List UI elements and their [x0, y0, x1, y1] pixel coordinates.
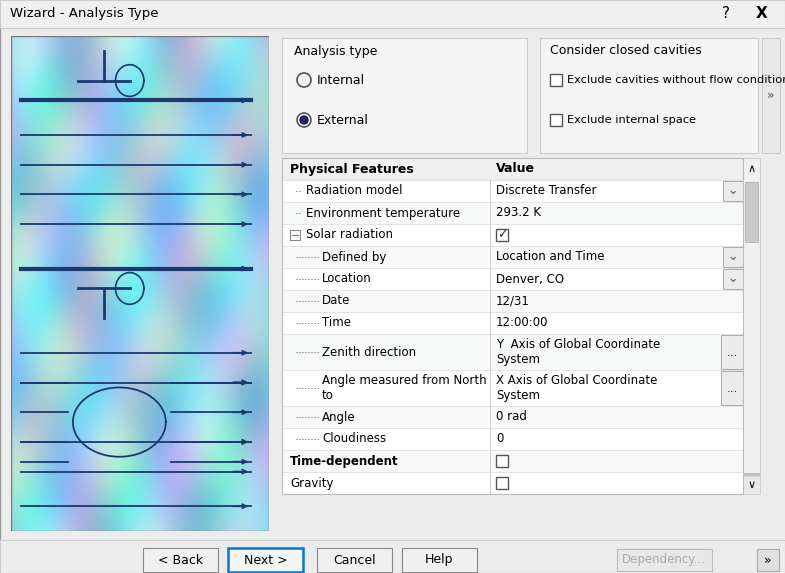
Text: ⌄: ⌄ — [728, 250, 738, 264]
Text: Physical Features: Physical Features — [290, 163, 414, 175]
Bar — [282, 158, 743, 180]
Bar — [743, 473, 760, 476]
Text: 0: 0 — [496, 433, 503, 445]
Text: System: System — [496, 390, 540, 402]
Text: Location and Time: Location and Time — [496, 250, 604, 264]
Text: < Back: < Back — [158, 554, 203, 567]
Text: Exclude internal space: Exclude internal space — [567, 115, 696, 125]
Text: to: to — [322, 390, 334, 402]
Text: Discrete Transfer: Discrete Transfer — [496, 185, 597, 198]
Text: Exclude cavities without flow conditions: Exclude cavities without flow conditions — [567, 75, 785, 85]
Bar — [282, 224, 743, 246]
Text: Date: Date — [322, 295, 350, 308]
Bar — [743, 476, 760, 494]
Text: Zenith direction: Zenith direction — [322, 346, 416, 359]
Text: Time: Time — [322, 316, 351, 329]
Text: ∨: ∨ — [747, 480, 755, 490]
Text: Cancel: Cancel — [333, 554, 376, 567]
Bar — [550, 74, 562, 86]
Text: Gravity: Gravity — [290, 477, 334, 489]
Text: ⌄: ⌄ — [728, 185, 738, 198]
Bar — [0, 540, 785, 573]
Bar — [282, 180, 743, 202]
Text: ?: ? — [722, 6, 730, 22]
Text: Time-dependent: Time-dependent — [290, 454, 399, 468]
Text: Radiation model: Radiation model — [306, 185, 403, 198]
Text: 293.2 K: 293.2 K — [496, 206, 541, 219]
Text: ⌄: ⌄ — [728, 273, 738, 285]
Bar — [402, 548, 477, 572]
Bar — [743, 158, 760, 494]
Text: External: External — [317, 113, 369, 127]
Bar — [282, 428, 743, 450]
Text: »: » — [767, 88, 775, 101]
Bar — [282, 406, 743, 428]
Bar — [496, 477, 508, 489]
Bar — [550, 114, 562, 126]
Text: 12:00:00: 12:00:00 — [496, 316, 549, 329]
Text: Angle measured from North: Angle measured from North — [322, 374, 487, 387]
Bar — [282, 290, 743, 312]
Bar — [282, 38, 527, 153]
Text: ...: ... — [726, 346, 738, 359]
Text: Environment temperature: Environment temperature — [306, 206, 460, 219]
Text: Solar radiation: Solar radiation — [306, 229, 393, 241]
Bar — [282, 158, 743, 494]
Bar — [723, 181, 743, 201]
Text: ∧: ∧ — [747, 164, 755, 174]
Text: X Axis of Global Coordinate: X Axis of Global Coordinate — [496, 374, 657, 387]
Bar — [282, 370, 743, 406]
Bar — [617, 549, 712, 571]
Text: Y  Axis of Global Coordinate: Y Axis of Global Coordinate — [496, 338, 660, 351]
Text: Analysis type: Analysis type — [294, 45, 378, 57]
Text: Cloudiness: Cloudiness — [322, 433, 386, 445]
Bar — [282, 472, 743, 494]
Bar — [762, 38, 780, 153]
Bar — [540, 38, 758, 153]
Text: Angle: Angle — [322, 410, 356, 423]
Bar — [757, 549, 779, 571]
Bar — [743, 158, 760, 180]
Text: Defined by: Defined by — [322, 250, 386, 264]
Bar — [317, 548, 392, 572]
Text: 0 rad: 0 rad — [496, 410, 527, 423]
Bar — [282, 202, 743, 224]
Text: Location: Location — [322, 273, 372, 285]
Bar — [290, 230, 300, 240]
Bar — [282, 268, 743, 290]
Text: Value: Value — [496, 163, 535, 175]
Bar — [721, 371, 743, 405]
Text: ✓: ✓ — [497, 229, 507, 241]
Circle shape — [300, 116, 308, 124]
Bar — [0, 0, 785, 28]
Bar — [282, 334, 743, 370]
Bar — [228, 548, 303, 572]
Bar — [282, 450, 743, 472]
Bar — [282, 246, 743, 268]
Bar — [496, 229, 508, 241]
Text: Denver, CO: Denver, CO — [496, 273, 564, 285]
Bar — [721, 335, 743, 369]
Bar — [723, 269, 743, 289]
Text: Internal: Internal — [317, 73, 365, 87]
Text: System: System — [496, 354, 540, 366]
Text: X: X — [756, 6, 768, 22]
Text: ...: ... — [726, 382, 738, 394]
Text: Next >: Next > — [243, 554, 287, 567]
Bar — [496, 455, 508, 467]
Text: 12/31: 12/31 — [496, 295, 530, 308]
Text: Consider closed cavities: Consider closed cavities — [550, 45, 702, 57]
Bar — [745, 182, 758, 242]
Bar — [723, 247, 743, 267]
Text: Dependency...: Dependency... — [622, 554, 706, 567]
Text: »: » — [764, 554, 772, 567]
Text: Help: Help — [425, 554, 454, 567]
Bar — [282, 312, 743, 334]
Text: Wizard - Analysis Type: Wizard - Analysis Type — [10, 7, 159, 21]
Bar — [143, 548, 218, 572]
Bar — [278, 28, 785, 540]
